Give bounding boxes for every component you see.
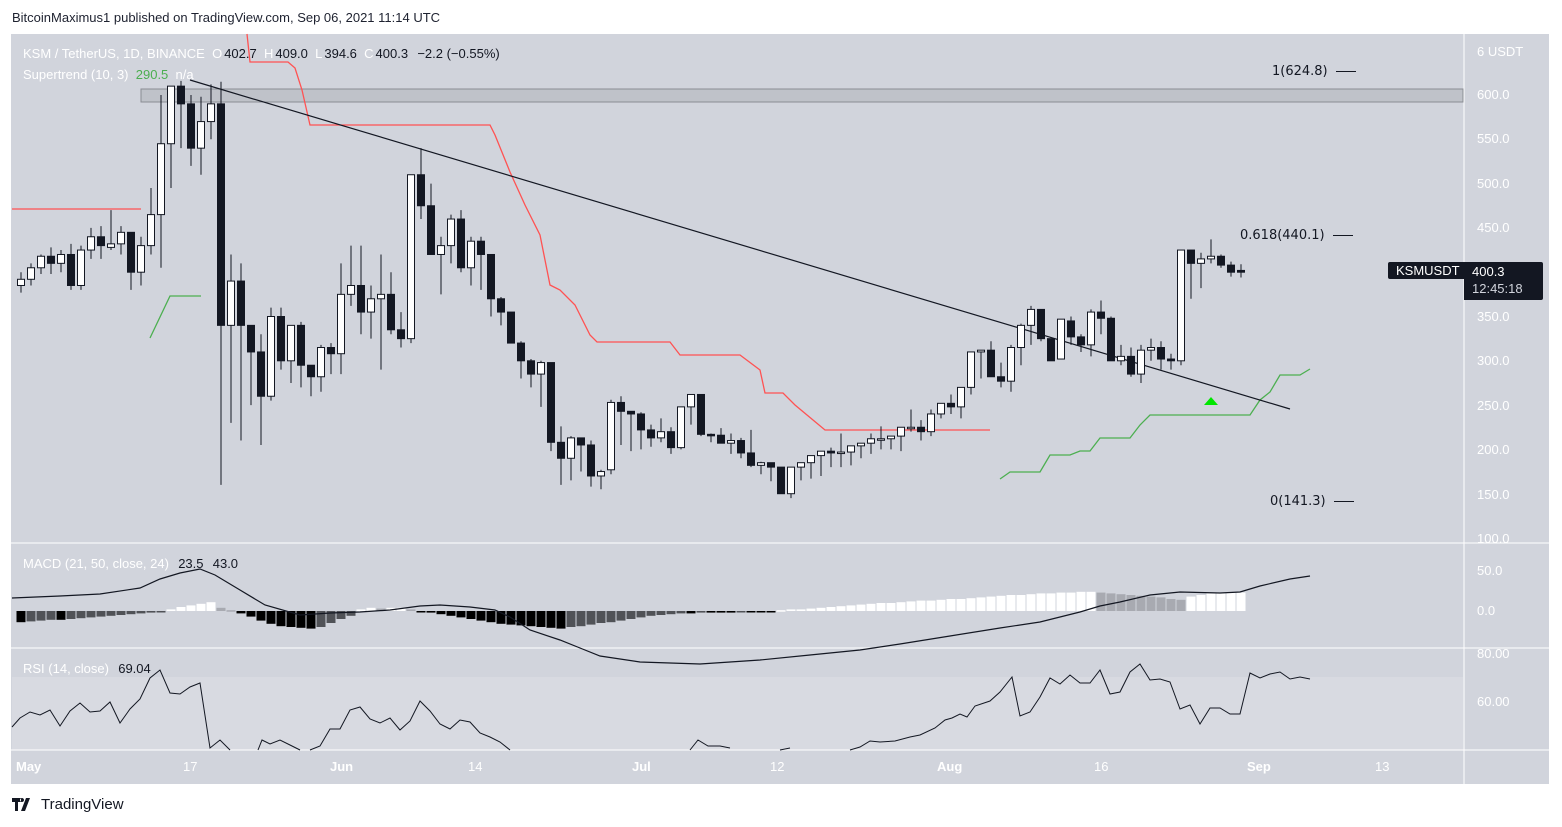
macd-line (11, 568, 1311, 665)
price-tick: 200.0 (1477, 442, 1510, 457)
rsi-band (12, 677, 1463, 750)
time-label: Jul (632, 759, 651, 774)
symbol-tag: KSMUSDT (1388, 262, 1468, 279)
macd-value-2: 43.0 (212, 556, 239, 571)
time-label: May (16, 759, 42, 774)
tradingview-logo-icon (12, 798, 30, 811)
bar-countdown: 12:45:18 (1472, 281, 1523, 296)
supertrend-legend[interactable]: Supertrend (10, 3) 290.5 n/a (23, 67, 194, 82)
open-value: 402.7 (224, 46, 257, 61)
rsi-value: 69.04 (118, 661, 151, 676)
fib-level-0[interactable]: 0(141.3) (1270, 494, 1354, 509)
price-tick: 150.0 (1477, 487, 1510, 502)
price-tick: 550.0 (1477, 131, 1510, 146)
price-tick: 300.0 (1477, 353, 1510, 368)
time-label: Aug (937, 759, 963, 774)
fib-level-0618[interactable]: 0.618(440.1) (1240, 228, 1353, 243)
macd-legend[interactable]: MACD (21, 50, close, 24) 23.5 43.0 (23, 556, 239, 571)
price-tick: 500.0 (1477, 176, 1510, 191)
time-label: Sep (1247, 759, 1271, 774)
time-label: 12 (770, 759, 785, 774)
macd-histogram (16, 591, 1246, 629)
candlesticks (17, 80, 1245, 499)
time-label: 13 (1375, 759, 1390, 774)
publish-info: BitcoinMaximus1 published on TradingView… (12, 10, 441, 25)
descending-trendline[interactable] (189, 79, 1291, 410)
rsi-legend[interactable]: RSI (14, close) 69.04 (23, 661, 151, 676)
buy-signal-arrow-icon (1204, 397, 1218, 405)
change-value: −2.2 (−0.55%) (417, 46, 500, 61)
time-label: 14 (468, 759, 483, 774)
chart-frame[interactable] (11, 34, 1549, 784)
rsi-tick: 60.00 (1477, 694, 1510, 709)
rsi-tick: 80.00 (1477, 646, 1510, 661)
supertrend-value: 290.5 (135, 67, 169, 82)
price-tick: 350.0 (1477, 309, 1510, 324)
macd-tick: 0.0 (1477, 603, 1496, 618)
supertrend-line (12, 33, 1311, 480)
resistance-zone[interactable] (140, 88, 1464, 103)
time-label: Jun (330, 759, 354, 774)
macd-tick: 50.0 (1477, 563, 1503, 578)
time-label: 17 (183, 759, 198, 774)
supertrend-na: n/a (175, 67, 194, 82)
price-tick: 600.0 (1477, 87, 1510, 102)
price-axis-unit: 6 USDT (1477, 44, 1524, 59)
symbol-legend: KSM / TetherUS, 1D, BINANCE O 402.7 H 409.… (23, 46, 500, 61)
macd-value-1: 23.5 (178, 556, 204, 571)
last-price-tag: 400.3 12:45:18 (1464, 262, 1543, 300)
symbol-name: KSM / TetherUS, 1D, BINANCE (23, 46, 205, 61)
tradingview-brand[interactable]: TradingView (12, 796, 124, 813)
low-value: 394.6 (324, 46, 357, 61)
fib-level-1[interactable]: 1(624.8) (1272, 64, 1356, 79)
price-tick: 450.0 (1477, 220, 1510, 235)
rsi-line (11, 663, 1311, 751)
high-value: 409.0 (275, 46, 308, 61)
price-tick: 250.0 (1477, 398, 1510, 413)
price-tick: 100.0 (1477, 531, 1510, 546)
last-price: 400.3 (1472, 264, 1505, 279)
close-value: 400.3 (375, 46, 409, 61)
time-label: 16 (1094, 759, 1109, 774)
